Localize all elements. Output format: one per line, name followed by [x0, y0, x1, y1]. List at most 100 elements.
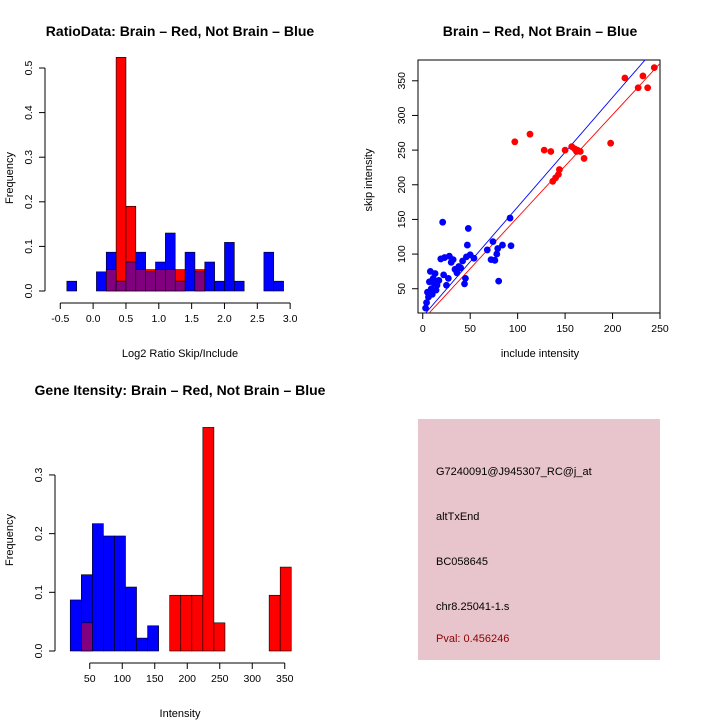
- event-type-text: altTxEnd: [436, 511, 479, 523]
- ratio-y-tick-label: 0.3: [23, 150, 35, 165]
- ratio-bar-overlap: [174, 280, 186, 292]
- scatter-point-not-brain: [483, 246, 491, 254]
- scatter-y-tick-label: 350: [396, 72, 408, 90]
- scatter-y-tick-label: 100: [396, 245, 408, 263]
- ratio-y-tick-label: 0.1: [23, 239, 35, 254]
- scatter-point-brain: [634, 84, 642, 92]
- location-text: chr8.25041-1.s: [436, 601, 510, 613]
- scatter-point-not-brain: [439, 218, 447, 226]
- ratio-bar-not-brain: [263, 251, 275, 292]
- scatter-y-tick-label: 250: [396, 141, 408, 159]
- gene-x-tick-label: 300: [243, 673, 261, 685]
- scatter-y-tick-label: 300: [396, 107, 408, 125]
- scatter-point-not-brain: [493, 250, 501, 258]
- ratio-x-tick-label: 2.0: [217, 313, 232, 325]
- ratio-histogram-xlabel: Log2 Ratio Skip/Include: [122, 348, 238, 360]
- scatter-y-tick-label: 200: [396, 176, 408, 194]
- scatter-point-not-brain: [462, 274, 469, 282]
- ratio-bar-brain: [125, 205, 137, 263]
- ratio-bar-overlap: [135, 269, 146, 292]
- ratio-bar-brain: [174, 269, 186, 282]
- scatter-point-brain: [547, 148, 555, 155]
- gene-histogram-panel: Gene Itensity: Brain – Red, Not Brain – …: [4, 382, 326, 720]
- ratio-bar-not-brain: [96, 271, 107, 292]
- gene-histogram-xlabel: Intensity: [160, 708, 201, 720]
- scatter-point-brain: [580, 155, 588, 162]
- gene-bar-brain: [180, 594, 193, 652]
- scatter-fit-line-brain: [428, 63, 660, 313]
- gene-y-tick-label: 0.2: [33, 526, 45, 541]
- gene-x-tick-label: 150: [146, 673, 164, 685]
- probe-id-text: G7240091@J945307_RC@j_at: [436, 466, 592, 478]
- gene-bar-not-brain: [125, 586, 137, 652]
- scatter-point-not-brain: [449, 256, 457, 264]
- scatter-point-brain: [561, 146, 569, 154]
- ratio-x-tick-label: 0.0: [86, 313, 101, 325]
- scatter-point-not-brain: [464, 225, 472, 232]
- scatter-point-not-brain: [499, 241, 506, 249]
- scatter-xlabel: include intensity: [501, 348, 580, 360]
- scatter-point-not-brain: [423, 299, 430, 307]
- gene-bar-brain: [213, 622, 226, 652]
- gene-bar-brain: [202, 427, 215, 652]
- scatter-point-brain: [607, 139, 615, 147]
- ratio-bar-not-brain: [234, 280, 245, 292]
- gene-bar-not-brain: [147, 625, 159, 652]
- scatter-point-not-brain: [489, 238, 497, 246]
- gene-x-tick-label: 350: [276, 673, 294, 685]
- gene-histogram-ylabel: Frequency: [4, 514, 16, 566]
- ratio-bar-not-brain: [273, 280, 284, 292]
- scatter-ylabel: skip intensity: [363, 148, 375, 211]
- scatter-point-not-brain: [494, 245, 502, 252]
- scatter-point-brain: [650, 64, 658, 72]
- scatter-x-tick-label: 100: [509, 323, 527, 335]
- gene-bar-not-brain: [92, 523, 104, 652]
- ratio-bar-brain: [145, 269, 156, 273]
- ratio-y-tick-label: 0.0: [23, 284, 35, 299]
- accession-text: BC058645: [436, 556, 488, 568]
- ratio-bar-brain: [194, 269, 206, 273]
- scatter-x-tick-label: 0: [420, 323, 426, 335]
- scatter-point-not-brain: [444, 274, 452, 282]
- scatter-point-not-brain: [463, 241, 471, 249]
- ratio-x-tick-label: 0.5: [119, 313, 134, 325]
- gene-bar-not-brain: [114, 535, 126, 652]
- scatter-point-brain: [540, 146, 548, 154]
- scatter-point-brain: [526, 130, 534, 138]
- ratio-x-tick-label: 2.5: [250, 313, 265, 325]
- gene-bar-brain: [279, 566, 292, 652]
- info-panel: G7240091@J945307_RC@j_at altTxEnd BC0586…: [418, 419, 660, 660]
- ratio-bar-not-brain: [66, 280, 78, 292]
- ratio-bar-overlap: [145, 271, 156, 292]
- ratio-y-tick-label: 0.2: [23, 194, 35, 209]
- gene-y-tick-label: 0.0: [33, 644, 45, 659]
- scatter-y-tick-label: 150: [396, 211, 408, 229]
- gene-bar-overlap: [81, 622, 93, 652]
- scatter-point-not-brain: [453, 269, 461, 277]
- scatter-point-not-brain: [507, 242, 515, 250]
- scatter-point-not-brain: [443, 281, 450, 289]
- scatter-point-not-brain: [461, 280, 468, 288]
- scatter-y-tick-label: 50: [396, 283, 408, 295]
- ratio-bar-not-brain: [184, 251, 196, 292]
- ratio-y-tick-label: 0.4: [23, 105, 35, 120]
- ratio-bar-overlap: [105, 269, 117, 292]
- ratio-x-tick-label: -0.5: [51, 313, 69, 325]
- scatter-point-not-brain: [491, 256, 499, 264]
- pval-text: Pval: 0.456246: [436, 633, 509, 645]
- scatter-point-brain: [511, 138, 519, 146]
- gene-bar-brain: [268, 594, 281, 652]
- scatter-point-not-brain: [470, 254, 478, 262]
- scatter-x-tick-label: 250: [651, 323, 669, 335]
- scatter-point-not-brain: [440, 271, 448, 279]
- scatter-point-brain: [644, 84, 652, 92]
- scatter-point-brain: [639, 72, 647, 80]
- scatter-point-not-brain: [422, 304, 429, 312]
- scatter-plot-box: [417, 59, 661, 314]
- ratio-bar-overlap: [155, 269, 166, 292]
- gene-bar-not-brain: [69, 599, 82, 652]
- scatter-point-brain: [556, 166, 563, 173]
- gene-bar-not-brain: [103, 535, 115, 652]
- gene-histogram-title: Gene Itensity: Brain – Red, Not Brain – …: [35, 382, 326, 398]
- gene-bar-brain: [191, 594, 204, 652]
